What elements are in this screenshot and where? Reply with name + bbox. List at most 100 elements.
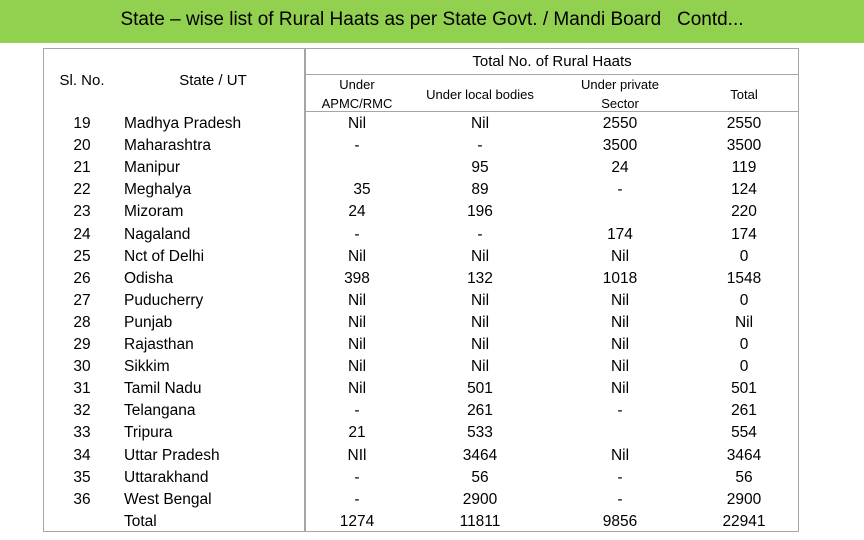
header-apmc: Under APMC/RMC — [305, 75, 409, 113]
cell-total: 124 — [731, 181, 757, 199]
cell-private: Nil — [610, 247, 630, 265]
cell-private: Nil — [610, 380, 630, 398]
cell-apmc: Nil — [347, 358, 367, 376]
cell-private: 9856 — [602, 512, 638, 530]
cell-total: 56 — [735, 468, 753, 486]
cell-state: Telangana — [124, 402, 196, 420]
cell-sl-no: 20 — [73, 137, 91, 155]
cell-sl-no: 29 — [73, 336, 91, 353]
cell-total: 501 — [731, 380, 757, 398]
cell-private: Nil — [610, 446, 630, 464]
cell-local: 2900 — [462, 490, 498, 508]
cell-state: Manipur — [124, 159, 180, 177]
cell-state: Mizoram — [124, 203, 184, 221]
cell-total: 0 — [739, 358, 749, 376]
cell-state: Tamil Nadu — [124, 380, 202, 398]
cell-private: 3500 — [602, 137, 638, 155]
cell-sl-no: 36 — [73, 490, 91, 508]
cell-private: Nil — [610, 291, 630, 309]
header-total: Total — [730, 87, 758, 102]
cell-local: 3464 — [462, 446, 498, 464]
cell-private: 2550 — [602, 115, 638, 132]
cell-total: 261 — [731, 402, 757, 420]
header-state: State / UT — [179, 72, 247, 89]
cell-sl-no: 24 — [73, 225, 91, 243]
cell-apmc: Nil — [347, 247, 367, 265]
cell-local: Nil — [470, 291, 490, 309]
cell-sl-no: 32 — [73, 402, 91, 420]
cell-total: 119 — [731, 159, 757, 177]
cell-local: Nil — [470, 115, 490, 132]
cell-local: 95 — [471, 159, 489, 177]
cell-apmc: Nil — [347, 336, 367, 353]
cell-local: 132 — [467, 269, 493, 287]
cell-total: 3464 — [726, 446, 762, 464]
cell-apmc: 398 — [344, 269, 370, 287]
cell-apmc: 35 — [353, 181, 371, 199]
cell-private: 24 — [611, 159, 629, 177]
cell-sl-no: 33 — [73, 424, 91, 442]
cell-state: West Bengal — [124, 490, 212, 508]
cell-state: Uttarakhand — [124, 468, 209, 486]
cell-total: Nil — [734, 313, 754, 331]
header-sl-no: Sl. No. — [59, 72, 105, 89]
cell-apmc: - — [354, 468, 360, 486]
cell-sl-no: 34 — [73, 446, 91, 464]
cell-apmc: Nil — [347, 380, 367, 398]
cell-total: 0 — [739, 336, 749, 353]
cell-state: Madhya Pradesh — [124, 115, 242, 132]
header-private: Under private Sector — [551, 75, 689, 113]
cell-total: 0 — [739, 291, 749, 309]
cell-private: Nil — [610, 336, 630, 353]
cell-total: 22941 — [722, 512, 766, 530]
cell-apmc: Nil — [347, 313, 367, 331]
cell-private: 1018 — [602, 269, 638, 287]
cell-total: 2900 — [726, 490, 762, 508]
cell-private: - — [617, 490, 623, 508]
cell-local: Nil — [470, 358, 490, 376]
cell-total: 2550 — [726, 115, 762, 132]
cell-state: Odisha — [124, 269, 174, 287]
cell-sl-no: 22 — [73, 181, 91, 199]
table-frame-left — [43, 48, 305, 532]
cell-state: Maharashtra — [124, 137, 212, 155]
cell-sl-no: 30 — [73, 358, 91, 376]
cell-state: Tripura — [124, 424, 173, 442]
cell-apmc: - — [354, 225, 360, 243]
cell-apmc: - — [354, 137, 360, 155]
cell-local: 501 — [467, 380, 493, 398]
cell-total: 3500 — [726, 137, 762, 155]
cell-apmc: - — [354, 402, 360, 420]
cell-local: Nil — [470, 247, 490, 265]
cell-local: 11811 — [459, 512, 501, 530]
cell-apmc: 1274 — [339, 512, 375, 530]
cell-local: - — [477, 225, 483, 243]
cell-state: Punjab — [124, 313, 173, 331]
title-bar: State – wise list of Rural Haats as per … — [0, 0, 864, 43]
table-frame-right — [305, 48, 799, 532]
cell-local: 56 — [471, 468, 489, 486]
cell-state: Meghalya — [124, 181, 192, 199]
cell-sl-no: 25 — [73, 247, 91, 265]
cell-private: - — [617, 181, 623, 199]
cell-total: 554 — [731, 424, 757, 442]
cell-local: Nil — [470, 313, 490, 331]
cell-apmc: 21 — [348, 424, 366, 442]
cell-total: 174 — [731, 225, 757, 243]
cell-sl-no: 23 — [73, 203, 91, 221]
cell-state: Nct of Delhi — [124, 247, 205, 265]
header-local: Under local bodies — [426, 87, 534, 102]
cell-sl-no: 26 — [73, 269, 91, 287]
header-apmc-line2: APMC/RMC — [321, 96, 393, 111]
cell-apmc: NIl — [347, 446, 367, 464]
cell-apmc: Nil — [347, 115, 367, 132]
cell-state: Uttar Pradesh — [124, 446, 220, 464]
cell-local: - — [477, 137, 483, 155]
cell-private: 174 — [607, 225, 633, 243]
cell-total: 1548 — [726, 269, 762, 287]
cell-sl-no: 21 — [73, 159, 91, 177]
cell-local: Nil — [470, 336, 490, 353]
cell-private: Nil — [610, 358, 630, 376]
cell-local: 196 — [467, 203, 493, 221]
cell-state: Rajasthan — [124, 336, 194, 353]
